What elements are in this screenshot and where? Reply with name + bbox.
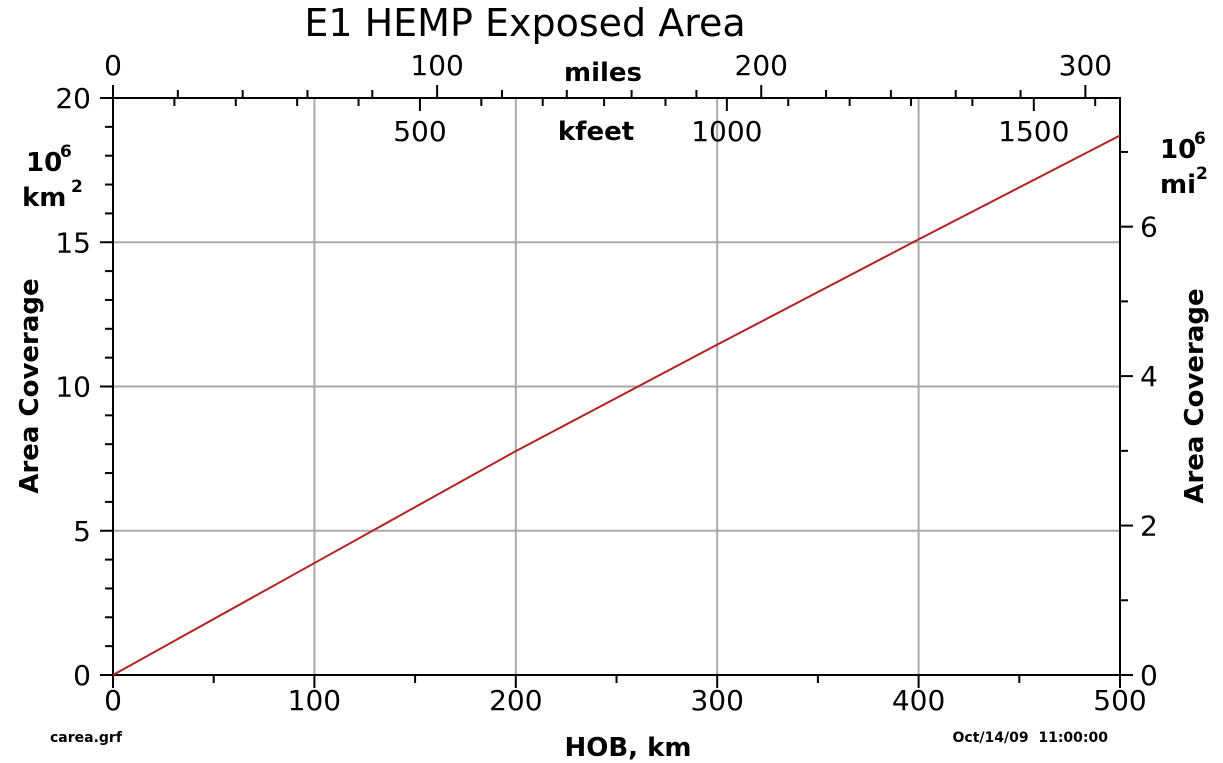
chart-title: E1 HEMP Exposed Area (304, 1, 745, 45)
y2-tick-label: 0 (1140, 659, 1158, 692)
left-unit-label: 10 6 km 2 (22, 142, 83, 213)
top-axis-miles-label: miles (564, 58, 642, 88)
left-unit-exp: 6 (60, 142, 72, 162)
grid (113, 98, 1120, 675)
top-miles-tick-label: 0 (104, 49, 122, 82)
y-tick-label: 10 (55, 371, 91, 404)
footer-timestamp: Oct/14/09 11:00:00 (953, 730, 1109, 746)
left-unit-base: 10 (26, 148, 62, 178)
footer-filename: carea.grf (50, 730, 123, 746)
top-kfeet-tick-label: 500 (393, 115, 446, 148)
y-tick-label: 20 (55, 82, 91, 115)
y-tick-label: 5 (73, 515, 91, 548)
right-unit-label: 10 6 mi 2 (1160, 129, 1208, 200)
x-tick-label: 200 (489, 684, 542, 717)
x-axis-label: HOB, km (565, 733, 692, 763)
y-axis-label-left: Area Coverage (15, 278, 45, 493)
y-tick-label: 0 (73, 659, 91, 692)
top-kfeet-tick-label: 1500 (998, 115, 1069, 148)
top-miles-tick-label: 100 (410, 49, 463, 82)
x-tick-label: 100 (288, 684, 341, 717)
left-unit-name: km (22, 183, 66, 213)
series-layer (112, 134, 1121, 676)
x-tick-label: 400 (892, 684, 945, 717)
y-tick-label: 15 (55, 226, 91, 259)
x-tick-label: 300 (690, 684, 743, 717)
series-line-0 (112, 134, 1121, 676)
y-axis-label-right: Area Coverage (1180, 288, 1210, 503)
top-miles-tick-label: 300 (1059, 49, 1112, 82)
y2-tick-label: 4 (1140, 360, 1158, 393)
x-tick-label: 500 (1093, 684, 1146, 717)
x-tick-label: 0 (104, 684, 122, 717)
top-axis-kfeet-label: kfeet (558, 117, 634, 147)
right-unit-base: 10 (1160, 135, 1196, 165)
right-unit-name-exp: 2 (1196, 164, 1208, 184)
top-miles-tick-label: 200 (735, 49, 788, 82)
y2-tick-label: 6 (1140, 211, 1158, 244)
right-unit-exp: 6 (1194, 129, 1206, 149)
top-kfeet-tick-label: 1000 (691, 115, 762, 148)
y2-tick-label: 2 (1140, 510, 1158, 543)
tick-marks (100, 85, 1133, 688)
right-unit-name: mi (1160, 170, 1196, 200)
left-unit-name-exp: 2 (71, 177, 83, 197)
